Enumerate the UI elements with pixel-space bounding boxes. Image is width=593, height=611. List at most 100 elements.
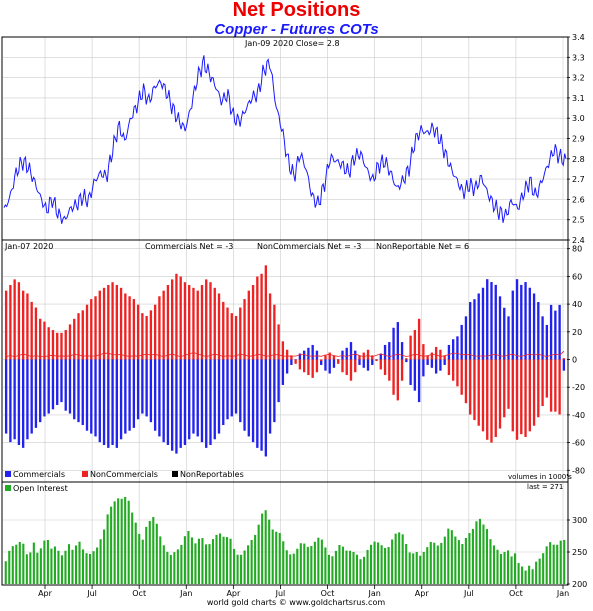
commercials-bar [477, 293, 480, 360]
noncommercials-bar [9, 285, 12, 360]
noncommercials-bar [136, 304, 140, 360]
noncommercials-bar [524, 359, 527, 437]
legend-open-interest: Open Interest [13, 484, 68, 493]
noncommercials-bar [26, 293, 29, 360]
commercials-bar [239, 359, 242, 423]
open-interest-bar [99, 539, 102, 584]
open-interest-bar [394, 533, 397, 584]
noncommercials-bar [141, 313, 144, 360]
open-interest-bar [359, 559, 362, 584]
oi-y-axis: 200 250 300 [567, 516, 587, 589]
noncommercials-bar [234, 315, 238, 360]
commercials-bar [77, 359, 80, 423]
commercials-bar [94, 359, 97, 437]
commercials-bar [56, 359, 59, 405]
commercials-bar [85, 359, 89, 431]
noncommercials-bar [107, 285, 110, 360]
noncommercials-bar [498, 359, 502, 429]
noncommercials-bar [494, 359, 497, 437]
noncommercials-net-label: NonCommercials Net = -3 [257, 242, 361, 251]
noncommercials-bar [528, 359, 531, 432]
commercials-bar [260, 359, 263, 451]
open-interest-bar [542, 553, 545, 584]
commercials-bar [213, 359, 216, 440]
price-tick-label: 2.5 [572, 216, 585, 225]
open-interest-bar [327, 554, 330, 584]
commercials-bar [34, 359, 38, 428]
commercials-bar [469, 302, 472, 360]
x-tick-label: Jan [367, 589, 380, 598]
open-interest-bar [352, 551, 355, 584]
commercials-bar [345, 347, 348, 360]
open-interest-bar [355, 554, 359, 584]
commercials-bar [558, 304, 561, 360]
commercials-bar [434, 359, 438, 374]
open-interest-bar [313, 541, 316, 584]
commercials-bar [464, 316, 468, 360]
open-interest-bar [250, 540, 253, 584]
commercials-bar [486, 279, 489, 360]
oi-tick-label: 250 [572, 548, 587, 557]
commercials-bar [183, 359, 187, 446]
open-interest-bar [15, 544, 18, 584]
commercials-bar [47, 359, 50, 414]
commercials-bar [417, 359, 421, 403]
commercials-bar [511, 290, 514, 360]
price-tick-label: 2.9 [572, 135, 585, 144]
noncommercials-bar [239, 307, 242, 360]
open-interest-bar [384, 547, 387, 584]
open-interest-bar [531, 569, 534, 584]
open-interest-bar [380, 545, 383, 584]
commercials-bar [243, 359, 246, 431]
price-tick-label: 3.0 [572, 114, 585, 123]
open-interest-bar [433, 542, 436, 584]
noncommercials-bar [209, 282, 212, 360]
commercials-bar [192, 359, 195, 434]
noncommercials-bar [413, 330, 417, 360]
commercials-bar [217, 359, 221, 434]
noncommercials-bar [354, 359, 357, 373]
open-interest-bar [243, 550, 246, 584]
commercials-bar [166, 359, 170, 446]
open-interest-bar [233, 548, 236, 584]
open-interest-bar [489, 539, 492, 584]
open-interest-bar [538, 558, 541, 584]
open-interest-bar [74, 545, 78, 584]
noncommercials-bar [324, 355, 327, 360]
open-interest-bar [138, 533, 141, 584]
commercials-bar [107, 359, 110, 448]
noncommercials-bar [298, 359, 302, 370]
net-tick-label: 80 [572, 245, 582, 254]
open-interest-bar [67, 544, 71, 584]
open-interest-bar [331, 556, 334, 584]
commercials-bar [158, 359, 161, 437]
commercials-bar [324, 359, 327, 371]
open-interest-bar [71, 549, 74, 584]
commercials-bar [111, 359, 114, 446]
open-interest-bar [545, 546, 548, 584]
x-tick-label: Jul [275, 589, 286, 598]
commercials-bar [17, 359, 21, 446]
open-interest-bar [464, 537, 467, 584]
commercials-bar [481, 287, 485, 360]
commercials-bar [443, 359, 446, 365]
open-interest-bar [64, 550, 67, 584]
open-interest-bar [377, 542, 380, 584]
open-interest-bar [29, 552, 32, 584]
commercials-bar [196, 359, 199, 437]
price-series-line [3, 55, 567, 224]
noncommercials-bar [21, 290, 25, 360]
noncommercials-bar [554, 359, 557, 412]
noncommercials-bar [549, 359, 553, 412]
x-tick-label: Jul [86, 589, 97, 598]
commercials-bar [285, 359, 289, 374]
noncommercials-bar [332, 355, 336, 360]
noncommercials-bar [17, 282, 21, 360]
commercials-bar [268, 359, 272, 434]
noncommercials-bar [43, 321, 46, 360]
open-interest-bar [552, 544, 555, 584]
noncommercials-bar [200, 285, 204, 360]
commercials-bar [422, 359, 425, 377]
noncommercials-bar [396, 359, 399, 401]
commercials-bar [277, 359, 280, 403]
